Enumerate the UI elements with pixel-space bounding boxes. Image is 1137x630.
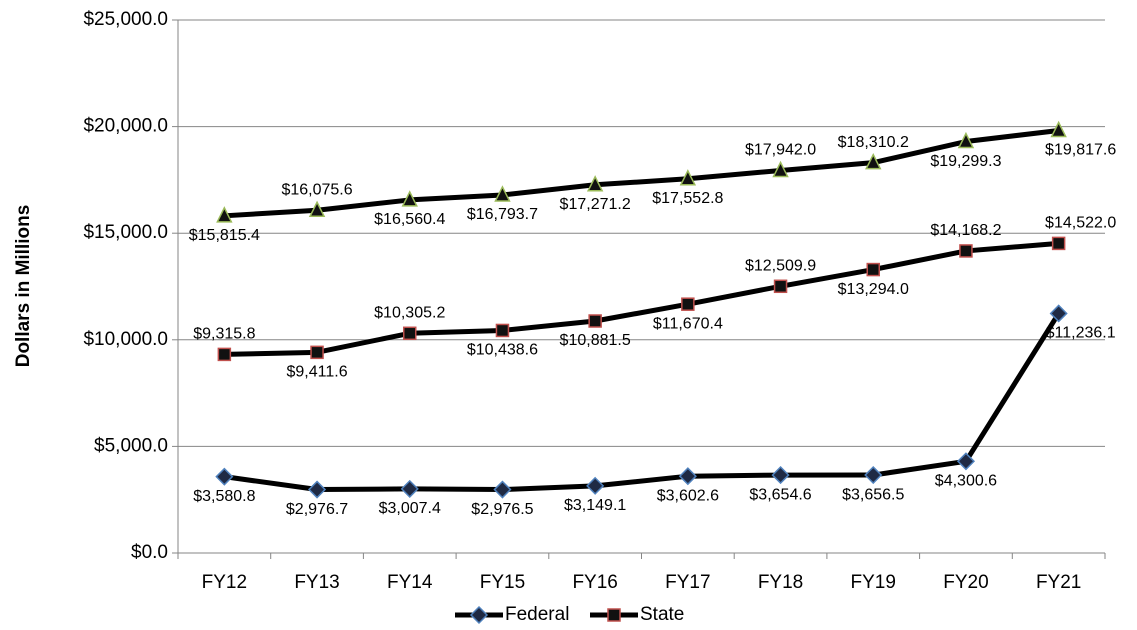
y-tick-label: $10,000.0 bbox=[83, 329, 168, 350]
value-label: $10,881.5 bbox=[560, 332, 631, 349]
x-tick-label: FY16 bbox=[572, 572, 617, 593]
marker bbox=[1049, 304, 1068, 323]
value-label: $3,602.6 bbox=[657, 487, 719, 504]
marker bbox=[772, 160, 789, 178]
marker bbox=[681, 297, 695, 311]
marker bbox=[308, 200, 326, 218]
value-label: $3,007.4 bbox=[379, 500, 441, 517]
marker bbox=[216, 206, 233, 223]
value-label: $13,294.0 bbox=[838, 281, 909, 298]
value-label: $19,817.6 bbox=[1045, 142, 1116, 159]
marker bbox=[1051, 236, 1066, 251]
value-label: $9,315.8 bbox=[193, 326, 255, 343]
value-label: $14,168.2 bbox=[930, 222, 1001, 239]
marker bbox=[494, 185, 511, 202]
marker bbox=[771, 466, 790, 485]
marker bbox=[217, 347, 232, 362]
value-label: $2,976.7 bbox=[286, 501, 348, 518]
marker bbox=[866, 262, 880, 277]
value-label: $17,271.2 bbox=[560, 196, 631, 213]
marker bbox=[773, 279, 788, 294]
legend-label: State bbox=[640, 604, 684, 625]
marker bbox=[495, 323, 510, 338]
marker bbox=[401, 190, 418, 207]
marker bbox=[403, 326, 417, 341]
marker bbox=[956, 452, 976, 471]
marker bbox=[678, 467, 697, 486]
series-line bbox=[224, 312, 1061, 493]
value-label: $19,299.3 bbox=[930, 153, 1001, 170]
x-tick-label: FY20 bbox=[943, 572, 988, 593]
value-label: $17,552.8 bbox=[652, 190, 723, 207]
x-tick-label: FY18 bbox=[758, 572, 803, 593]
y-tick-label: $25,000.0 bbox=[83, 9, 168, 30]
series-line bbox=[224, 128, 1059, 219]
marker bbox=[1050, 120, 1067, 138]
marker bbox=[679, 169, 697, 186]
y-tick-label: $20,000.0 bbox=[83, 116, 168, 137]
y-tick-label: $5,000.0 bbox=[94, 435, 168, 456]
marker bbox=[607, 608, 621, 622]
value-label: $17,942.0 bbox=[745, 142, 816, 159]
x-tick-label: FY13 bbox=[294, 572, 339, 593]
series-line bbox=[224, 240, 1059, 357]
marker bbox=[865, 152, 882, 170]
marker bbox=[957, 131, 975, 149]
value-label: $18,310.2 bbox=[838, 134, 909, 151]
marker bbox=[493, 480, 512, 499]
marker bbox=[588, 314, 602, 328]
value-label: $16,075.6 bbox=[281, 181, 352, 198]
marker bbox=[307, 480, 327, 499]
value-label: $2,976.5 bbox=[471, 501, 533, 518]
value-label: $3,580.8 bbox=[193, 488, 255, 505]
x-tick-label: FY17 bbox=[665, 572, 710, 593]
value-label: $9,411.6 bbox=[287, 364, 348, 381]
value-label: $10,305.2 bbox=[374, 305, 445, 322]
marker bbox=[959, 244, 973, 258]
marker bbox=[469, 605, 489, 625]
x-tick-label: FY15 bbox=[480, 572, 525, 593]
x-tick-label: FY19 bbox=[851, 572, 896, 593]
marker bbox=[864, 465, 883, 485]
value-label: $10,438.6 bbox=[467, 342, 538, 359]
marker bbox=[586, 476, 605, 495]
legend-label: Federal bbox=[505, 604, 569, 625]
value-label: $3,654.6 bbox=[749, 486, 811, 503]
value-label: $12,509.9 bbox=[745, 258, 816, 275]
marker bbox=[586, 175, 604, 192]
marker bbox=[310, 345, 324, 360]
value-label: $11,670.4 bbox=[653, 315, 723, 332]
value-label: $11,236.1 bbox=[1046, 325, 1116, 342]
value-label: $16,793.7 bbox=[467, 206, 538, 223]
y-tick-label: $15,000.0 bbox=[83, 222, 168, 243]
x-tick-label: FY12 bbox=[202, 572, 247, 593]
value-label: $4,300.6 bbox=[935, 473, 997, 490]
value-label: $14,522.0 bbox=[1045, 215, 1116, 232]
value-label: $15,815.4 bbox=[189, 227, 260, 244]
x-tick-label: FY21 bbox=[1036, 572, 1081, 593]
value-label: $16,560.4 bbox=[374, 211, 445, 228]
y-axis-title: Dollars in Millions bbox=[13, 205, 34, 368]
marker bbox=[400, 479, 419, 498]
value-label: $3,149.1 bbox=[564, 497, 626, 514]
marker bbox=[215, 467, 234, 486]
x-tick-label: FY14 bbox=[387, 572, 433, 593]
y-tick-label: $0.0 bbox=[131, 542, 168, 563]
value-label: $3,656.5 bbox=[842, 486, 904, 503]
